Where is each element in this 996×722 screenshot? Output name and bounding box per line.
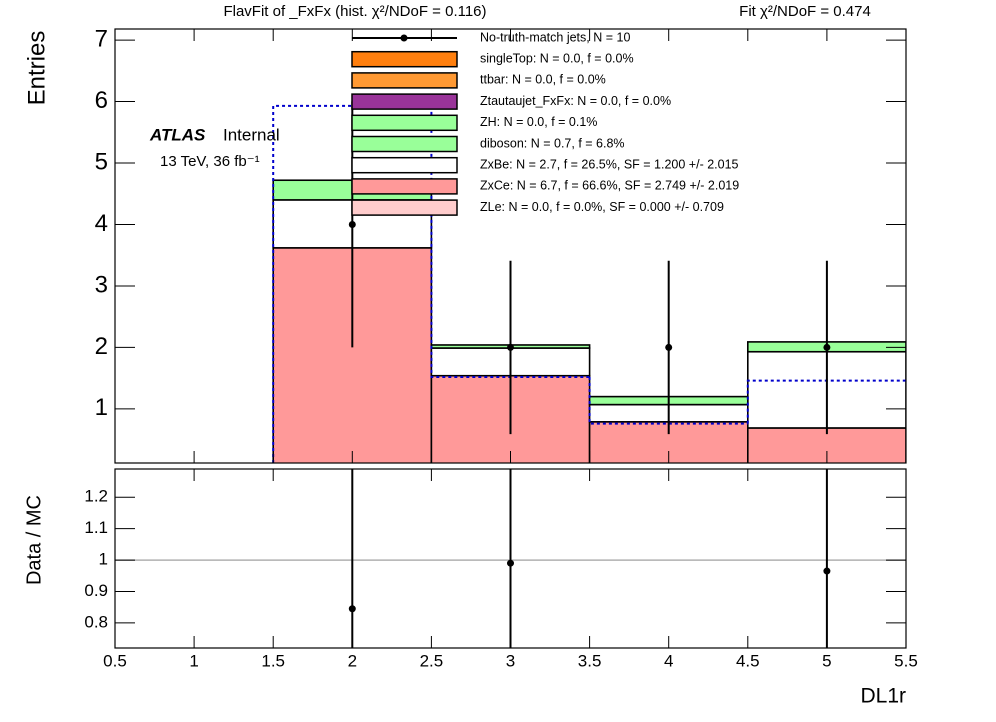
legend-label: singleTop: N = 0.0, f = 0.0%: [480, 51, 634, 65]
legend-label: ZxBe: N = 2.7, f = 26.5%, SF = 1.200 +/-…: [480, 157, 739, 171]
legend-swatch: [351, 72, 458, 89]
ratio-plot: [115, 469, 906, 648]
legend-swatch: [351, 178, 458, 195]
y-tick-label: 3: [95, 271, 108, 298]
data-point: [348, 220, 356, 228]
atlas-status: Internal: [223, 125, 280, 144]
x-axis-label: DL1r: [860, 685, 906, 708]
prefit-step: [430, 105, 590, 378]
x-tick-label: 2: [348, 651, 357, 670]
legend-swatch: [351, 93, 458, 110]
ratio-y-axis-label: Data / MC: [23, 495, 45, 585]
atlas-label: ATLAS: [149, 125, 206, 144]
y-tick-label: 4: [95, 210, 108, 237]
y-tick-label: 6: [95, 87, 108, 114]
x-tick-label: 3.5: [578, 651, 602, 670]
legend-swatch: [351, 199, 458, 216]
legend-label: ZLe: N = 0.0, f = 0.0%, SF = 0.000 +/- 0…: [480, 200, 724, 214]
prefit-step: [746, 379, 906, 424]
y-axis-label: Entries: [23, 31, 50, 106]
data-point: [507, 343, 514, 351]
x-tick-label: 0.5: [103, 651, 127, 670]
legend-label: Ztautaujet_FxFx: N = 0.0, f = 0.0%: [480, 94, 671, 108]
x-tick-label: 1.5: [261, 651, 285, 670]
legend-swatch: [351, 50, 458, 68]
y-tick-label: 1.2: [84, 487, 108, 506]
x-tick-label: 2.5: [420, 651, 444, 670]
axes: 1 2 3 4 5 6 7 0.8 0.9 1 1.1 1.2 0.5 1 1.5 2 2.5 3 3.5 4 4.5 5…: [84, 25, 917, 670]
lumi-label: 13 TeV, 36 fb⁻¹: [160, 153, 260, 170]
x-tick-label: 5: [822, 651, 831, 670]
legend-label: ZH: N = 0.0, f = 0.1%: [480, 115, 597, 129]
x-tick-label: 1: [189, 651, 198, 670]
x-tick-label: 4.5: [736, 651, 760, 670]
legend-label: diboson: N = 0.7, f = 6.8%: [480, 136, 625, 150]
y-tick-label: 1: [95, 394, 108, 421]
chart-title: FlavFit of _FxFx (hist. χ²/NDoF = 0.116): [223, 3, 486, 20]
legend-swatch: [351, 156, 458, 174]
legend-label: ttbar: N = 0.0, f = 0.0%: [480, 73, 606, 87]
y-tick-label: 5: [95, 148, 108, 175]
ratio-point: [348, 605, 356, 613]
y-tick-label: 0.8: [84, 612, 108, 631]
fit-label: Fit χ²/NDoF = 0.474: [739, 3, 871, 20]
y-tick-label: 7: [95, 25, 108, 52]
y-tick-label: 2: [95, 333, 108, 360]
legend-marker: [400, 34, 408, 42]
x-tick-label: 4: [664, 651, 673, 670]
y-tick-label: 0.9: [84, 581, 108, 600]
legend: No-truth-match jets, N = 10 singleTop: N …: [351, 30, 739, 216]
ratio-point: [507, 559, 514, 567]
prefit-step: [588, 376, 748, 425]
x-tick-label: 5.5: [894, 651, 918, 670]
legend-label: No-truth-match jets, N = 10: [480, 30, 630, 44]
y-tick-label: 1.1: [84, 518, 108, 537]
x-tick-label: 3: [506, 651, 515, 670]
ratio-point: [823, 567, 831, 575]
legend-swatch: [351, 114, 458, 132]
data-point: [665, 343, 673, 351]
legend-label: ZxCe: N = 6.7, f = 66.6%, SF = 2.749 +/-…: [480, 179, 739, 193]
legend-swatch: [351, 135, 458, 153]
y-tick-label: 1: [99, 550, 108, 569]
data-point: [823, 343, 831, 351]
